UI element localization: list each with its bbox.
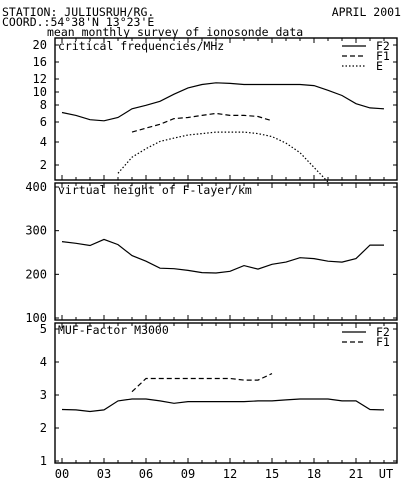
- series-line-f2: [61, 82, 385, 122]
- x-tick-label: 21: [349, 467, 363, 480]
- y-tick-label: 4: [40, 355, 47, 369]
- panel-title: critical frequencies/MHz: [58, 39, 224, 53]
- plot-frame: [54, 182, 398, 321]
- y-tick-label: 100: [25, 311, 47, 325]
- y-tick-label: 8: [40, 98, 47, 112]
- legend-label: F2: [376, 39, 390, 53]
- plot-frame: [54, 322, 398, 464]
- x-tick-label: 12: [223, 467, 237, 480]
- y-tick-label: 1: [40, 454, 47, 468]
- y-tick-label: 2: [40, 421, 47, 435]
- x-axis-unit-label: UT: [379, 467, 393, 480]
- y-tick-label: 20: [33, 38, 47, 52]
- legend-label: F1: [376, 335, 390, 349]
- y-tick-label: 300: [25, 224, 47, 238]
- coordinates-label: COORD.:54°38'N 13°23'E: [2, 15, 155, 29]
- x-tick-label: 18: [307, 467, 321, 480]
- series-line-f2: [61, 398, 385, 413]
- panel-title: virtual height of F-layer/km: [58, 183, 252, 197]
- y-tick-label: 10: [33, 85, 47, 99]
- x-tick-label: 00: [55, 467, 69, 480]
- y-tick-label: 400: [25, 180, 47, 194]
- y-tick-label: 2: [40, 158, 47, 172]
- y-tick-label: 12: [33, 72, 47, 86]
- legend-label: F1: [376, 49, 390, 63]
- y-tick-label: 4: [40, 135, 47, 149]
- survey-subtitle: mean monthly survey of ionosonde data: [47, 25, 304, 39]
- y-tick-label: 3: [40, 388, 47, 402]
- series-line-e: [117, 131, 329, 183]
- x-tick-label: 06: [139, 467, 153, 480]
- y-tick-label: 200: [25, 267, 47, 281]
- panel-title: MUF-Factor M3000: [58, 323, 169, 337]
- series-line-main: [61, 238, 384, 274]
- y-tick-label: 5: [40, 322, 47, 336]
- series-line-f1: [131, 112, 273, 133]
- date-label: APRIL 2001: [331, 5, 401, 19]
- plot-frame: [54, 37, 398, 181]
- x-tick-label: 03: [97, 467, 111, 480]
- series-line-f1: [131, 373, 273, 393]
- y-tick-label: 6: [40, 115, 47, 129]
- legend-label: E: [376, 59, 383, 73]
- x-tick-label: 09: [181, 467, 195, 480]
- y-tick-label: 16: [33, 55, 47, 69]
- legend-label: F2: [376, 325, 390, 339]
- x-tick-label: 15: [265, 467, 279, 480]
- station-label: STATION: JULIUSRUH/RG.: [2, 5, 155, 19]
